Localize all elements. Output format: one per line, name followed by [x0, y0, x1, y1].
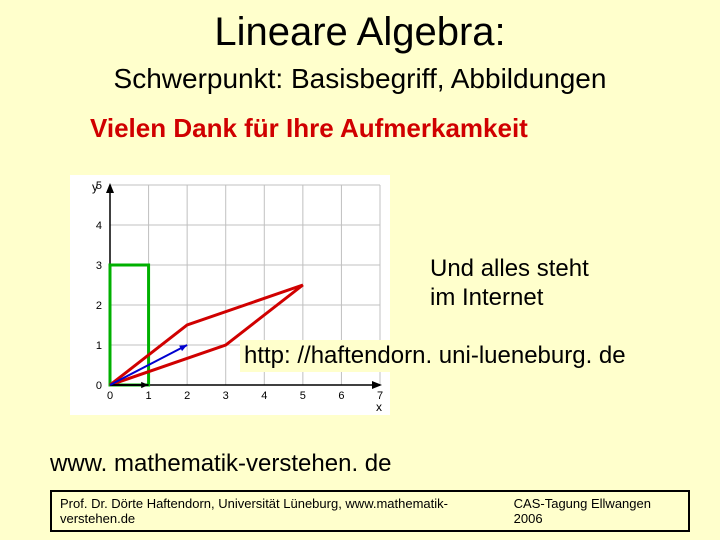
url-haftendorn: http: //haftendorn. uni-lueneburg. de: [240, 340, 630, 372]
internet-line1: Und alles steht: [430, 255, 589, 282]
svg-text:0: 0: [107, 390, 113, 402]
svg-text:4: 4: [96, 220, 102, 232]
svg-text:4: 4: [261, 390, 267, 402]
thanks-text: Vielen Dank für Ihre Aufmerkamkeit: [90, 113, 720, 144]
svg-text:0: 0: [96, 380, 102, 392]
svg-text:6: 6: [338, 390, 344, 402]
vector-chart: 01234567012345yx: [70, 175, 390, 415]
svg-text:2: 2: [184, 390, 190, 402]
svg-text:1: 1: [96, 340, 102, 352]
internet-line2: im Internet: [430, 284, 543, 311]
subtitle: Schwerpunkt: Basisbegriff, Abbildungen: [0, 63, 720, 95]
page-title: Lineare Algebra:: [0, 0, 720, 55]
svg-text:3: 3: [223, 390, 229, 402]
svg-text:2: 2: [96, 300, 102, 312]
footer-bar: Prof. Dr. Dörte Haftendorn, Universität …: [50, 490, 690, 532]
internet-text: Und alles steht im Internet: [430, 255, 589, 313]
svg-text:x: x: [376, 400, 382, 414]
footer-right: CAS-Tagung Ellwangen 2006: [514, 496, 680, 526]
svg-text:y: y: [92, 180, 98, 194]
svg-text:3: 3: [96, 260, 102, 272]
svg-text:1: 1: [146, 390, 152, 402]
url-mathematik: www. mathematik-verstehen. de: [50, 450, 391, 478]
svg-text:5: 5: [300, 390, 306, 402]
footer-left: Prof. Dr. Dörte Haftendorn, Universität …: [60, 496, 514, 526]
